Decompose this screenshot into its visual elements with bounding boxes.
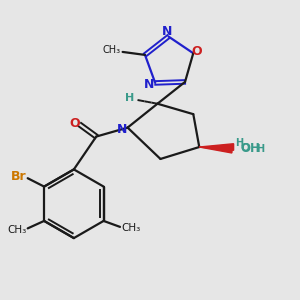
Text: N: N: [143, 78, 154, 91]
Text: N: N: [117, 123, 128, 136]
Text: O: O: [240, 142, 250, 153]
Text: CH₃: CH₃: [7, 225, 26, 235]
Text: OH: OH: [241, 142, 260, 155]
Text: H: H: [125, 93, 134, 103]
Polygon shape: [199, 147, 232, 153]
Text: H: H: [256, 143, 264, 154]
Text: Br: Br: [11, 170, 26, 183]
Polygon shape: [199, 144, 234, 150]
Text: CH₃: CH₃: [122, 224, 141, 233]
Text: O: O: [192, 45, 203, 58]
Text: H: H: [235, 138, 243, 148]
Text: N: N: [162, 25, 172, 38]
Text: CH₃: CH₃: [103, 45, 121, 56]
Text: O: O: [69, 117, 80, 130]
